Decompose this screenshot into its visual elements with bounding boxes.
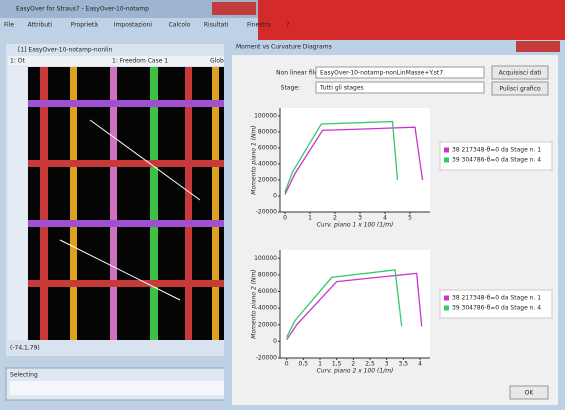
- window-controls[interactable]: [212, 2, 256, 15]
- menu-item[interactable]: Impostazioni: [114, 22, 153, 29]
- x-tick-label: 2,5: [365, 361, 375, 368]
- menu-item[interactable]: Attributi: [28, 22, 53, 29]
- x-axis-label: Curv. piano 1 x 100 (1/m): [317, 222, 394, 229]
- legend-label: 39 304786-θ=0 da Stage n. 4: [452, 157, 541, 164]
- x-tick-label: 3: [385, 361, 389, 368]
- field-value: Tutti gli stages: [319, 85, 364, 92]
- y-tick-label: 40000: [258, 161, 277, 168]
- dialog-controls[interactable]: [516, 41, 560, 52]
- field-value: EasyOver-10-notamp-nonLinMasse+Y.st7: [320, 70, 443, 77]
- legend-swatch: [444, 158, 449, 163]
- toolbar-item[interactable]: 1: Ot: [10, 58, 25, 65]
- menu-item[interactable]: Calcolo: [169, 22, 191, 29]
- main-title: EasyOver for Straus7 - EasyOver-10-notam…: [16, 6, 149, 13]
- button-label[interactable]: Acquisisci dati: [499, 70, 542, 77]
- y-tick-label: 80000: [258, 129, 277, 136]
- x-axis-label: Curv. piano 2 x 100 (1/m): [317, 368, 394, 375]
- menu-item[interactable]: File: [4, 22, 14, 29]
- legend-swatch: [444, 306, 449, 311]
- y-tick-label: 0: [273, 338, 277, 345]
- field-label: Stage:: [281, 85, 300, 92]
- x-tick-label: 1: [308, 215, 312, 222]
- y-axis-label: Momento piano 1 (Nm): [251, 125, 258, 194]
- x-tick-label: 4: [383, 215, 387, 222]
- tool-palette: [8, 67, 27, 340]
- menu-item[interactable]: Finestra: [247, 22, 271, 29]
- toolbar-title: Selecting: [10, 372, 38, 379]
- y-tick-label: 100000: [254, 113, 277, 120]
- x-tick-label: 4: [418, 361, 422, 368]
- menu-item[interactable]: Proprietà: [71, 22, 99, 29]
- y-tick-label: -20000: [256, 209, 277, 216]
- tool-buttons[interactable]: [10, 381, 242, 395]
- screen: EasyOver for Straus7 - EasyOver-10-notam…: [0, 0, 565, 410]
- y-tick-label: 20000: [258, 321, 277, 328]
- y-tick-label: 100000: [254, 255, 277, 262]
- x-tick-label: 0: [285, 361, 289, 368]
- x-tick-label: 0: [283, 215, 287, 222]
- child-title: [1] EasyOver-10-notamp-nonlin: [18, 47, 112, 54]
- button-label[interactable]: Pulisci grafico: [499, 86, 541, 93]
- y-tick-label: 60000: [258, 288, 277, 295]
- x-tick-label: 2: [333, 215, 337, 222]
- y-tick-label: 80000: [258, 271, 277, 278]
- dialog-title: Moment vs Curvature Diagrams: [236, 44, 332, 51]
- legend-label: 38 217348-θ=0 da Stage n. 1: [452, 147, 541, 154]
- x-tick-label: 0,5: [299, 361, 309, 368]
- menu-item[interactable]: ?: [286, 22, 289, 29]
- status-coords: (-74,1,79): [10, 345, 40, 352]
- toolbar-item[interactable]: 1: Freedom Case 1: [112, 58, 168, 65]
- y-tick-label: 0: [273, 193, 277, 200]
- legend-swatch: [444, 296, 449, 301]
- x-tick-label: 2: [351, 361, 355, 368]
- x-tick-label: 3,5: [399, 361, 409, 368]
- y-tick-label: 20000: [258, 177, 277, 184]
- x-tick-label: 3: [358, 215, 362, 222]
- menu-item[interactable]: Risultati: [204, 22, 229, 29]
- y-tick-label: -20000: [256, 355, 277, 362]
- y-tick-label: 60000: [258, 145, 277, 152]
- plot-area: [280, 250, 430, 358]
- field-label: Non linear file:: [276, 70, 320, 77]
- button-label[interactable]: OK: [525, 390, 535, 397]
- y-tick-label: 40000: [258, 305, 277, 312]
- legend-swatch: [444, 148, 449, 153]
- x-tick-label: 5: [408, 215, 412, 222]
- x-tick-label: 1: [318, 361, 322, 368]
- toolbar-item[interactable]: Glob: [210, 58, 224, 65]
- legend-label: 38 217348-θ=0 da Stage n. 1: [452, 295, 541, 302]
- y-axis-label: Momento piano 2 (Nm): [251, 269, 258, 338]
- model-view: [28, 67, 228, 340]
- legend-label: 39 304786-θ=0 da Stage n. 4: [452, 305, 541, 312]
- plot-area: [280, 108, 430, 212]
- x-tick-label: 1,5: [332, 361, 342, 368]
